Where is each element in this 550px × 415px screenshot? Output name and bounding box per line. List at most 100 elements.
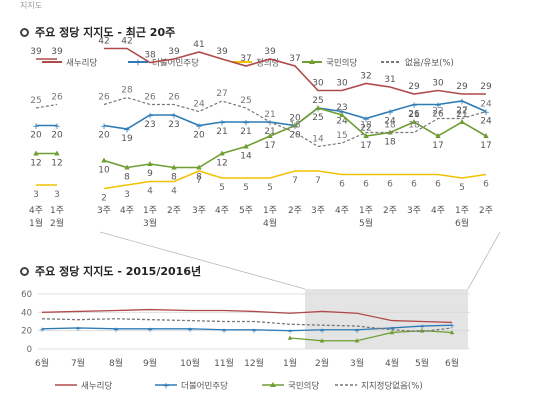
recent-data-label: 10: [98, 166, 110, 176]
recent-point-plus: +: [53, 122, 61, 132]
recent-point-triangle: [196, 164, 202, 170]
recent-data-label: 24: [193, 100, 205, 110]
legend2-label-3: 지지정당없음(%): [361, 381, 423, 392]
recent-data-label: 22: [432, 107, 443, 117]
longterm-series-line-3: [41, 318, 453, 333]
recent-data-label: 8: [171, 173, 177, 183]
longterm-x-tick-label: 2월: [315, 357, 329, 369]
legend1-label-4: 없음/유보(%): [405, 59, 454, 69]
recent-data-label: 6: [411, 180, 417, 190]
recent-data-label: 30: [336, 79, 348, 89]
recent-point-plus: +: [218, 119, 226, 129]
recent-point-triangle: [363, 133, 369, 138]
recent-point-plus: +: [362, 115, 370, 125]
longterm-point-plus: +: [354, 327, 360, 335]
legend2-marker-plus: +: [162, 382, 170, 392]
recent-point-triangle: [339, 112, 345, 117]
longterm-y-tick-label: 60: [21, 290, 32, 300]
legend1-marker-plus: +: [134, 58, 142, 69]
recent-month-label: 4월: [263, 217, 277, 229]
recent-data-label: 14: [240, 152, 252, 162]
recent-data-label: 23: [144, 120, 155, 130]
header-fragment: 지지도: [20, 1, 43, 10]
recent-data-label: 6: [435, 180, 441, 190]
longterm-x-tick-label: 3월: [350, 357, 364, 369]
longterm-x-tick-label: 11월: [214, 357, 234, 369]
recent-x-tick-label: 4주: [29, 205, 43, 216]
recent-point-triangle: [387, 129, 393, 135]
longterm-y-tick-label: 0: [27, 345, 32, 355]
recent-x-tick-label: 5주: [239, 205, 253, 216]
recent-data-label: 27: [216, 89, 227, 99]
recent-point-triangle: [124, 164, 130, 170]
recent-point-plus: +: [266, 119, 274, 129]
legend2-label-0: 새누리당: [81, 381, 112, 392]
recent-month-label: 2월: [50, 217, 64, 229]
legend2-marker-triangle: [270, 382, 276, 387]
recent-data-label: 26: [51, 93, 63, 103]
longterm-point-plus: +: [75, 325, 81, 333]
recent-data-label: 5: [243, 183, 249, 193]
recent-series-line-4-0: [35, 103, 58, 109]
recent-month-label: 5월: [359, 217, 373, 229]
longterm-x-tick-label: 4월: [385, 357, 399, 369]
recent-data-label: 20: [51, 131, 63, 141]
longterm-point-plus: +: [419, 323, 425, 331]
recent-x-tick-label: 1주: [263, 205, 277, 216]
recent-month-label: 6월: [455, 217, 469, 229]
recent-data-label: 20: [30, 131, 42, 141]
recent-data-label: 12: [51, 159, 62, 169]
longterm-x-tick-label: 5월: [415, 357, 429, 369]
longterm-point-plus: +: [147, 326, 153, 334]
recent-data-label: 8: [196, 173, 202, 183]
recent-x-tick-label: 2주: [383, 205, 397, 216]
longterm-x-tick-label: 6월: [35, 357, 49, 369]
recent-data-label: 39: [168, 47, 180, 57]
recent-data-label: 5: [267, 183, 273, 193]
zoom-connector-left: [99, 231, 306, 290]
recent-data-label: 19: [121, 134, 133, 144]
longterm-y-tick-label: 40: [21, 308, 32, 318]
recent-month-label: 3월: [143, 217, 157, 229]
recent-data-label: 26: [408, 110, 420, 120]
recent-data-label: 18: [384, 138, 396, 148]
recent-data-label: 18: [289, 121, 301, 131]
recent-point-triangle: [267, 133, 273, 138]
recent-data-label: 12: [30, 159, 41, 169]
recent-data-label: 25: [312, 113, 323, 123]
recent-data-label: 26: [432, 110, 444, 120]
recent-data-label: 7: [196, 176, 202, 186]
recent-data-label: 25: [240, 96, 251, 106]
recent-data-label: 39: [216, 47, 228, 57]
recent-data-label: 21: [216, 127, 227, 137]
recent-data-label: 27: [456, 106, 467, 116]
recent-point-triangle: [411, 119, 417, 124]
longterm-x-tick-label: 10월: [180, 357, 200, 369]
recent-x-tick-label: 3주: [97, 205, 111, 216]
recent-data-label: 22: [456, 107, 467, 117]
recent-data-label: 30: [432, 79, 444, 89]
longterm-point-plus: +: [187, 326, 193, 334]
recent-point-plus: +: [195, 122, 203, 132]
recent-data-label: 7: [315, 176, 321, 186]
longterm-point-triangle: [319, 338, 325, 343]
longterm-point-plus: +: [287, 328, 293, 336]
recent-data-label: 21: [264, 127, 275, 137]
longterm-x-tick-label: 7월: [71, 357, 85, 369]
legend1-marker-triangle: [309, 59, 315, 64]
longterm-series-line-1: [41, 324, 453, 332]
recent-point-triangle: [147, 161, 153, 166]
recent-series-line-0-1: [104, 47, 486, 95]
recent-data-label: 15: [336, 131, 347, 141]
longterm-point-plus: +: [251, 327, 257, 335]
recent-data-label: 8: [124, 173, 130, 183]
recent-data-label: 21: [240, 127, 251, 137]
recent-point-plus: +: [410, 101, 418, 111]
recent-point-triangle: [459, 119, 465, 124]
longterm-x-tick-label: 9월: [143, 357, 157, 369]
recent-x-tick-label: 4주: [215, 205, 229, 216]
recent-data-label: 25: [312, 96, 323, 106]
recent-data-label: 39: [264, 47, 276, 57]
recent-point-plus: +: [123, 126, 131, 136]
recent-x-tick-label: 1주: [455, 205, 469, 216]
